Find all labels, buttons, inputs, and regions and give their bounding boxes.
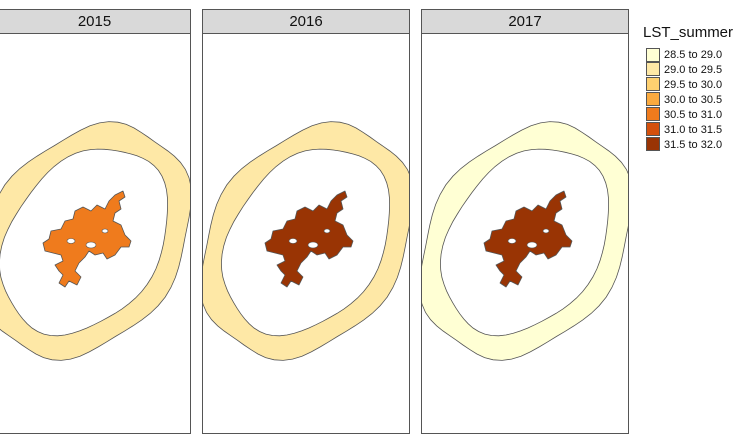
map-area <box>421 34 629 434</box>
legend-label: 30.0 to 30.5 <box>664 93 723 106</box>
urban-gap <box>101 228 109 234</box>
legend-label: 29.5 to 30.0 <box>664 78 723 91</box>
legend: LST_summer 28.5 to 29.0 29.0 to 29.5 29.5 … <box>640 24 733 152</box>
panel-header: 2015 <box>0 9 191 34</box>
panel-year-label: 2015 <box>77 13 112 30</box>
urban-gap <box>288 238 298 244</box>
legend-entry: 29.0 to 29.5 <box>640 62 733 77</box>
urban-gap <box>307 241 319 249</box>
legend-entry: 29.5 to 30.0 <box>640 77 733 92</box>
legend-swatch <box>646 77 660 91</box>
urban-gap <box>526 241 538 249</box>
map-panel-2016: 2016 <box>202 9 410 434</box>
legend-swatch <box>646 107 660 121</box>
legend-entry: 31.0 to 31.5 <box>640 122 733 137</box>
map-panel-2015: 2015 <box>0 9 191 434</box>
legend-label: 31.5 to 32.0 <box>664 138 723 151</box>
buffer-ring <box>0 121 190 361</box>
legend-swatch <box>646 47 660 62</box>
urban-gap <box>85 241 97 249</box>
urban-gap <box>542 228 550 234</box>
legend-swatch <box>646 122 660 136</box>
panel-year-label: 2016 <box>289 13 323 30</box>
legend-swatch <box>646 137 660 151</box>
panel-header: 2017 <box>421 9 629 34</box>
legend-items: 28.5 to 29.0 29.0 to 29.5 29.5 to 30.0 30.0… <box>640 47 733 152</box>
map-panel-2017: 2017 <box>421 9 629 434</box>
legend-swatch <box>646 92 660 106</box>
urban-gap <box>323 228 331 234</box>
map-area <box>0 34 191 434</box>
map-canvas <box>422 121 628 361</box>
panel-year-label: 2017 <box>508 13 542 30</box>
buffer-ring <box>422 121 628 361</box>
urban-area <box>42 190 132 288</box>
urban-gap <box>66 238 76 244</box>
urban-gap <box>507 238 517 244</box>
map-canvas <box>0 121 190 361</box>
legend-swatch <box>646 62 660 76</box>
buffer-ring <box>203 121 409 361</box>
legend-label: 28.5 to 29.0 <box>664 48 723 61</box>
map-area <box>202 34 410 434</box>
legend-label: 31.0 to 31.5 <box>664 123 723 136</box>
urban-area <box>264 190 354 288</box>
legend-entry: 31.5 to 32.0 <box>640 137 733 152</box>
map-canvas <box>203 121 409 361</box>
legend-entry: 30.5 to 31.0 <box>640 107 733 122</box>
legend-label: 29.0 to 29.5 <box>664 63 723 76</box>
legend-label: 30.5 to 31.0 <box>664 108 723 121</box>
urban-area <box>483 190 573 288</box>
legend-title: LST_summer <box>643 24 734 41</box>
legend-entry: 28.5 to 29.0 <box>640 47 733 62</box>
legend-entry: 30.0 to 30.5 <box>640 92 733 107</box>
panel-header: 2016 <box>202 9 410 34</box>
